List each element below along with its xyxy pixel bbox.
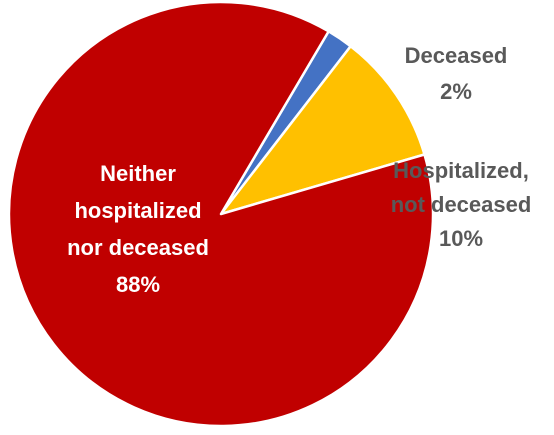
pie-label-1: Hospitalized, not deceased 10% [391,158,532,251]
pie-labels: Deceased 2% Hospitalized, not deceased 10% Ne… [67,43,531,297]
pie-label-2-line-2: nor deceased [67,235,209,260]
pie-label-2-line-0: Neither [100,161,176,186]
pie-label-0-line-1: 2% [440,79,472,104]
pie-label-0-line-0: Deceased [405,43,508,68]
pie-slices [7,0,435,428]
pie-label-2-line-3: 88% [116,272,160,297]
pie-label-2-line-1: hospitalized [74,198,201,223]
pie-label-0: Deceased 2% [405,43,508,104]
pie-label-1-line-2: 10% [439,226,483,251]
pie-label-1-line-1: not deceased [391,192,532,217]
pie-label-2: Neither hospitalized nor deceased 88% [67,161,209,297]
pie-slice-2 [7,0,435,428]
pie-label-1-line-0: Hospitalized, [393,158,529,183]
pie-slice-1 [219,45,426,216]
